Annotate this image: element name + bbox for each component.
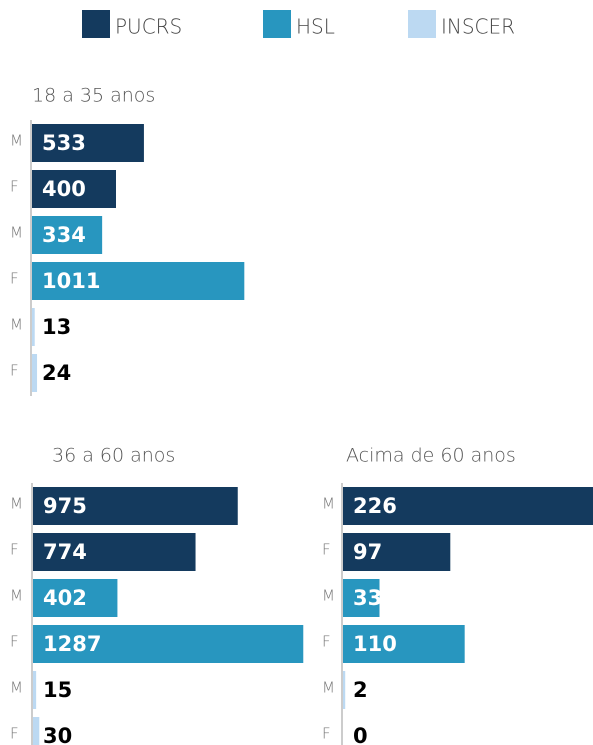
category-label: M: [10, 316, 23, 334]
value-label: 97: [353, 540, 382, 564]
bar: [32, 170, 116, 208]
bar: [33, 579, 118, 617]
bar: [32, 354, 38, 392]
value-label: 774: [43, 540, 87, 564]
category-label: F: [322, 541, 331, 559]
value-label: 1011: [42, 269, 100, 293]
value-label: 1287: [43, 632, 101, 656]
value-label: 400: [42, 177, 86, 201]
legend-swatch: [408, 10, 436, 38]
category-label: M: [322, 679, 335, 697]
legend-label: HSL: [296, 15, 335, 39]
category-label: F: [322, 725, 331, 743]
category-label: M: [322, 587, 335, 605]
value-label: 2: [353, 678, 368, 702]
legend-label: INSCER: [441, 15, 515, 39]
category-label: F: [10, 270, 19, 288]
panel-title: Acima de 60 anos: [346, 445, 516, 467]
bar: [33, 625, 304, 663]
bar: [32, 216, 103, 254]
bar: [33, 717, 40, 745]
category-label: F: [10, 541, 19, 559]
legend-swatch: [82, 10, 110, 38]
category-label: F: [10, 362, 19, 380]
value-label: 0: [353, 724, 368, 745]
value-label: 24: [42, 361, 71, 385]
value-label: 15: [43, 678, 72, 702]
bar: [343, 625, 465, 663]
legend-label: PUCRS: [115, 15, 182, 39]
value-label: 110: [353, 632, 397, 656]
category-label: F: [10, 725, 19, 743]
category-label: M: [10, 132, 23, 150]
category-label: M: [322, 495, 335, 513]
value-label: 33: [353, 586, 382, 610]
category-label: F: [10, 633, 19, 651]
value-label: 13: [42, 315, 71, 339]
bar: [32, 262, 245, 300]
value-label: 30: [43, 724, 72, 745]
category-label: F: [322, 633, 331, 651]
bar: [33, 671, 37, 709]
value-label: 226: [353, 494, 397, 518]
bar: [343, 671, 346, 709]
legend-swatch: [263, 10, 291, 38]
category-label: M: [10, 495, 23, 513]
value-label: 975: [43, 494, 87, 518]
category-label: F: [10, 178, 19, 196]
category-label: M: [10, 587, 23, 605]
bar: [32, 124, 144, 162]
value-label: 334: [42, 223, 86, 247]
panel-title: 36 a 60 anos: [52, 445, 175, 467]
bar: [343, 487, 593, 525]
bar: [32, 308, 35, 346]
category-label: M: [10, 224, 23, 242]
bar: [33, 487, 238, 525]
value-label: 533: [42, 131, 86, 155]
value-label: 402: [43, 586, 87, 610]
bar: [33, 533, 196, 571]
panel-title: 18 a 35 anos: [32, 85, 155, 107]
bar: [343, 579, 380, 617]
category-label: M: [10, 679, 23, 697]
bar: [343, 533, 451, 571]
